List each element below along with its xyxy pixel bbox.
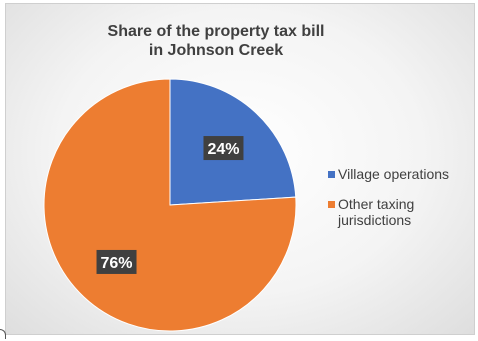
chart-area: Share of the property tax bill in Johnso… (5, 3, 475, 335)
legend-swatch-other-taxing-jurisdictions (328, 201, 335, 208)
legend-swatch-village-operations (328, 171, 335, 178)
data-label-other-taxing-jurisdictions: 76% (96, 249, 137, 274)
legend-item-village-operations: Village operations (328, 166, 474, 182)
data-label-text: 76% (101, 255, 133, 272)
data-label-box (203, 136, 244, 161)
legend: Village operations Other taxing jurisdic… (328, 166, 474, 242)
legend-label: Village operations (338, 166, 450, 182)
corner-mark (0, 329, 6, 339)
legend-label: Other taxing jurisdictions (338, 196, 415, 228)
data-label-village-operations: 24% (203, 136, 244, 161)
chart-title: Share of the property tax bill in Johnso… (107, 23, 325, 59)
data-label-text: 24% (207, 141, 239, 158)
pie-chart: 24% 76% (43, 78, 297, 332)
data-label-box (96, 249, 137, 274)
legend-item-other-taxing-jurisdictions: Other taxing jurisdictions (328, 196, 474, 228)
